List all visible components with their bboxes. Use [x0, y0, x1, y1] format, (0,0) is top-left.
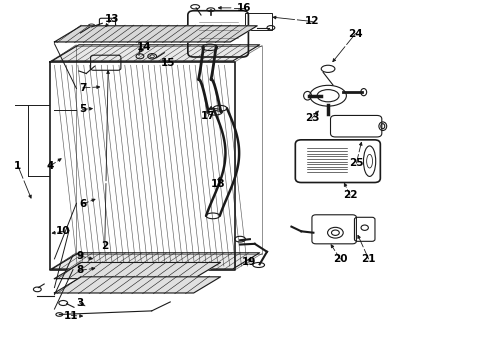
Text: 23: 23 [305, 113, 319, 123]
Text: 20: 20 [333, 254, 347, 264]
Text: 13: 13 [104, 14, 119, 24]
Text: 1: 1 [14, 161, 22, 171]
Text: 14: 14 [137, 42, 152, 51]
Text: 7: 7 [79, 83, 86, 93]
Text: 16: 16 [237, 3, 251, 13]
Text: 6: 6 [79, 199, 86, 209]
Text: 12: 12 [305, 17, 319, 27]
Polygon shape [52, 253, 260, 269]
Text: 15: 15 [161, 58, 175, 68]
Text: 24: 24 [348, 29, 363, 39]
Text: 17: 17 [201, 111, 216, 121]
Polygon shape [54, 277, 220, 293]
Text: 11: 11 [64, 311, 79, 320]
Text: 10: 10 [56, 226, 71, 236]
Text: 22: 22 [343, 190, 357, 200]
Text: 21: 21 [361, 254, 376, 264]
Text: 5: 5 [79, 104, 86, 114]
Text: 8: 8 [76, 265, 83, 275]
Text: 9: 9 [76, 251, 83, 261]
Text: 3: 3 [76, 298, 83, 308]
Polygon shape [54, 26, 257, 42]
Text: 19: 19 [242, 257, 256, 267]
Text: 25: 25 [349, 158, 364, 168]
Text: 4: 4 [47, 161, 54, 171]
Polygon shape [54, 262, 220, 279]
Text: 2: 2 [101, 241, 108, 251]
Text: 18: 18 [211, 179, 225, 189]
Polygon shape [52, 45, 260, 61]
